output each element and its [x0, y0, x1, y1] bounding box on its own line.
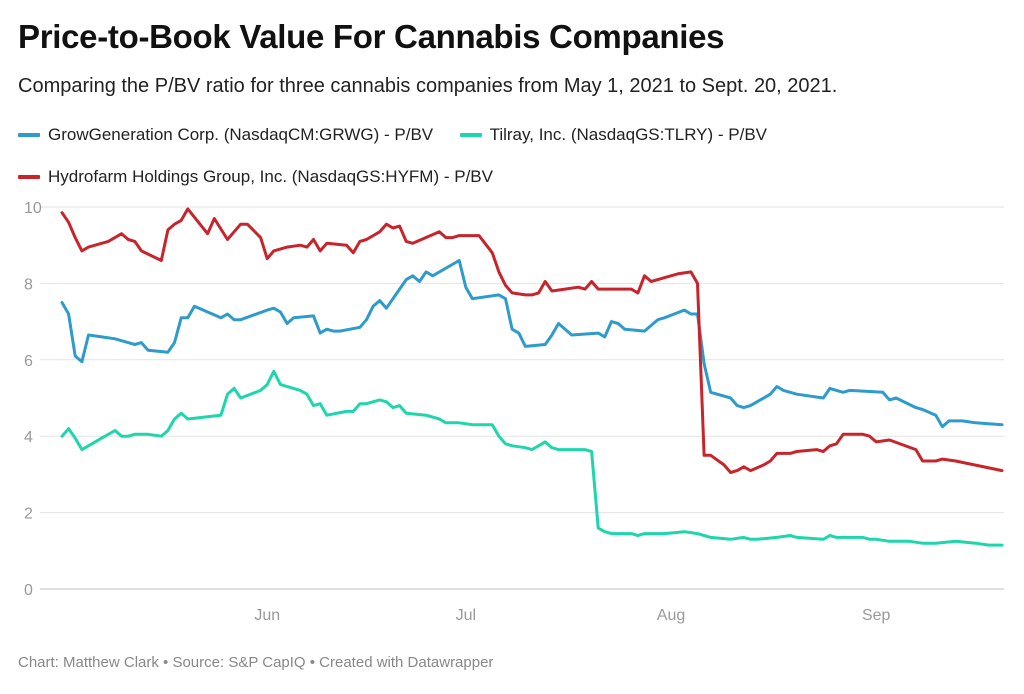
series-line-hyfm: [60, 207, 1004, 474]
legend: GrowGeneration Corp. (NasdaqCM:GRWG) - P…: [18, 122, 1008, 190]
chart-subtitle: Comparing the P/BV ratio for three canna…: [18, 75, 838, 97]
y-tick-label-0: 0: [24, 582, 33, 599]
x-axis: Jun Jul Aug Sep: [254, 607, 890, 624]
y-tick-label-2: 2: [24, 506, 33, 523]
y-tick-label-4: 4: [24, 429, 33, 446]
chart-footer: Chart: Matthew Clark • Source: S&P CapIQ…: [18, 654, 494, 671]
x-tick-label-jul: Jul: [456, 607, 476, 624]
legend-label-grwg: GrowGeneration Corp. (NasdaqCM:GRWG) - P…: [48, 125, 434, 144]
line-chart: 0 2 4 6 8 10 Jun Jul Aug Sep: [24, 200, 1004, 624]
legend-label-hyfm: Hydrofarm Holdings Group, Inc. (NasdaqGS…: [48, 167, 493, 186]
legend-item-tlry: Tilray, Inc. (NasdaqGS:TLRY) - P/BV: [459, 122, 768, 148]
legend-item-hyfm: Hydrofarm Holdings Group, Inc. (NasdaqGS…: [18, 164, 493, 190]
series-line-tlry: [60, 369, 1004, 547]
legend-swatch-tlry: [459, 133, 482, 137]
legend-label-tlry: Tilray, Inc. (NasdaqGS:TLRY) - P/BV: [489, 125, 768, 144]
x-tick-label-jun: Jun: [254, 607, 280, 624]
y-tick-label-8: 8: [24, 276, 33, 293]
chart-title: Price-to-Book Value For Cannabis Compani…: [18, 18, 725, 55]
y-tick-label-6: 6: [24, 353, 33, 370]
y-tick-label-10: 10: [24, 200, 42, 217]
grid-layer: 0 2 4 6 8 10: [24, 200, 1004, 599]
legend-item-grwg: GrowGeneration Corp. (NasdaqCM:GRWG) - P…: [18, 122, 433, 148]
series-line-grwg: [60, 259, 1004, 429]
legend-swatch-grwg: [18, 133, 40, 137]
legend-swatch-hyfm: [18, 175, 40, 179]
x-tick-label-aug: Aug: [657, 607, 685, 624]
x-tick-label-sep: Sep: [862, 607, 891, 624]
series-layer: [60, 207, 1004, 547]
